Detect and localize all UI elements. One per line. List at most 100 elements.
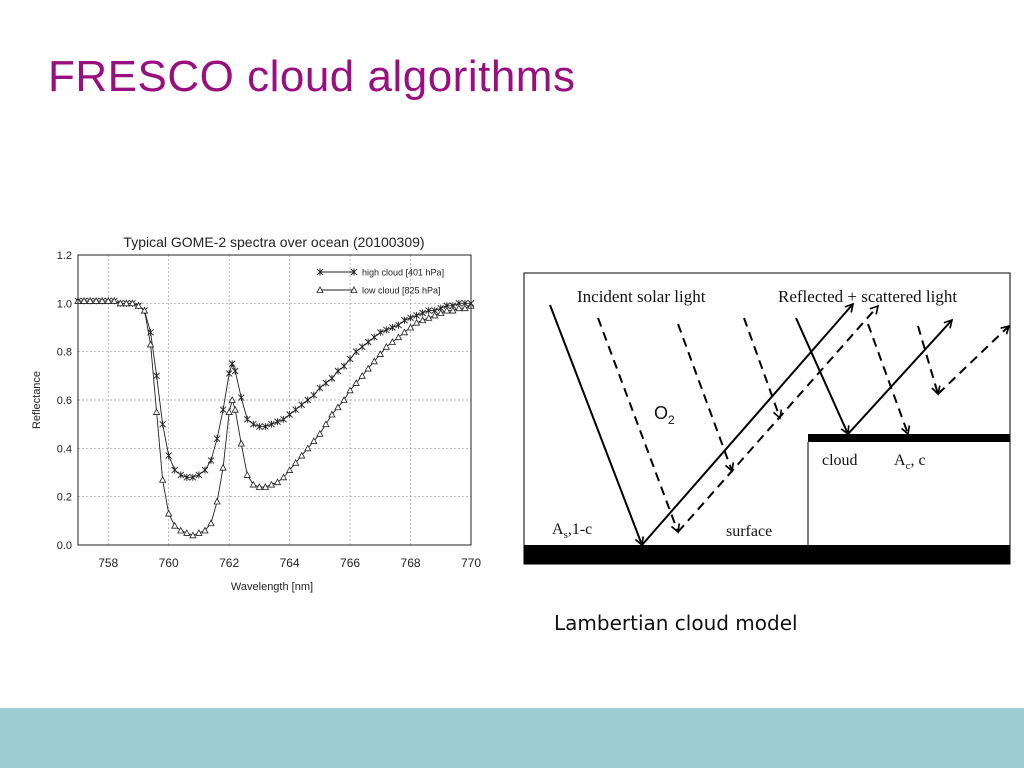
data-point	[425, 313, 433, 321]
data-point	[171, 466, 179, 474]
data-point	[449, 306, 457, 314]
scattered-ray-6	[917, 325, 938, 394]
reflected-ray-cloud	[847, 320, 952, 435]
data-point	[267, 480, 276, 488]
data-point	[316, 429, 324, 437]
cloud-albedo-tail: , c	[910, 452, 925, 469]
data-point	[243, 415, 251, 423]
data-point	[262, 423, 269, 431]
cloud-albedo-main: A	[894, 452, 906, 469]
data-point	[177, 526, 185, 534]
data-point	[340, 362, 348, 370]
data-point	[370, 333, 378, 341]
data-point	[389, 324, 396, 331]
chart-legend: high cloud [401 hPa] low cloud [825 hPa]	[316, 268, 444, 296]
data-point	[249, 480, 258, 488]
data-point	[274, 418, 281, 426]
data-point	[268, 420, 275, 428]
chart-series	[74, 297, 475, 539]
data-point	[231, 367, 239, 375]
scattered-ray-3	[677, 323, 732, 471]
data-point	[256, 423, 263, 431]
data-point	[183, 529, 191, 536]
legend-marker	[350, 286, 358, 293]
y-tick-label: 0.6	[57, 395, 72, 407]
x-tick-label: 768	[401, 556, 421, 570]
data-point	[159, 420, 166, 428]
data-point	[340, 396, 348, 403]
chart-title: Typical GOME-2 spectra over ocean (20100…	[123, 234, 424, 250]
data-point	[364, 364, 372, 372]
data-point	[376, 328, 384, 336]
data-point	[395, 321, 402, 329]
data-point	[134, 301, 143, 309]
incident-ray-cloud	[795, 317, 848, 434]
o2-main: O	[654, 403, 668, 423]
data-point	[98, 297, 106, 304]
lambertian-cloud-diagram: Incident solar light Reflected + scatter…	[523, 272, 1011, 565]
cloud-label: cloud	[822, 452, 858, 469]
solid-rays	[549, 304, 952, 545]
data-point	[346, 386, 354, 394]
reflected-light-label: Reflected + scattered light	[778, 287, 957, 306]
data-point	[298, 451, 306, 459]
legend-label: low cloud [825 hPa]	[362, 286, 441, 296]
data-point	[201, 526, 209, 534]
scattered-ray-7	[937, 326, 1009, 395]
data-point	[237, 439, 245, 447]
data-point	[310, 437, 318, 444]
scattered-ray-4	[743, 317, 780, 418]
data-point	[406, 323, 415, 331]
data-point	[261, 483, 270, 490]
data-point	[86, 297, 94, 304]
x-tick-label: 770	[461, 556, 481, 570]
data-point	[412, 318, 421, 326]
x-tick-label: 764	[280, 556, 300, 570]
data-point	[207, 456, 215, 464]
y-tick-label: 1.0	[57, 298, 72, 310]
surface-albedo-label: As,1-c	[552, 521, 592, 541]
data-point	[400, 328, 409, 336]
data-point	[250, 420, 257, 428]
data-point	[171, 521, 179, 529]
data-point	[437, 309, 445, 316]
x-tick-label: 760	[159, 556, 179, 570]
data-point	[328, 410, 336, 418]
series-low-cloud	[74, 297, 475, 539]
data-point	[352, 379, 360, 386]
y-axis-label: Reflectance	[31, 371, 43, 429]
plot-frame	[77, 254, 472, 546]
scattered-ray-1	[597, 317, 678, 532]
data-point	[183, 473, 191, 481]
data-point	[219, 463, 227, 471]
data-point	[352, 348, 360, 356]
data-point	[228, 396, 236, 403]
data-point	[358, 343, 366, 351]
x-axis-label: Wavelength [nm]	[231, 581, 313, 593]
data-point	[195, 529, 203, 536]
data-point	[425, 307, 432, 315]
legend-marker	[316, 268, 324, 276]
o2-label: O2	[654, 403, 675, 427]
data-point	[358, 371, 366, 379]
surface-albedo-subscript: s	[564, 529, 568, 541]
data-point	[286, 411, 293, 418]
surface-albedo-tail: ,1-c	[568, 521, 592, 538]
chart-grid	[78, 254, 472, 546]
data-point	[110, 297, 118, 304]
data-point	[177, 471, 185, 479]
data-point	[231, 405, 239, 413]
data-point	[322, 420, 330, 428]
data-point	[225, 369, 233, 377]
data-point	[213, 435, 221, 443]
data-point	[213, 497, 221, 505]
data-point	[370, 357, 378, 365]
surface-albedo-main: A	[552, 521, 564, 538]
x-tick-label: 758	[98, 556, 118, 570]
data-point	[418, 316, 427, 324]
data-point	[334, 403, 342, 411]
data-point	[364, 338, 372, 346]
chart-ticks: 758 760 762 764 766 768 770 0.0 0.2 0.4 0.6 0.8 1.0 1…	[57, 250, 482, 570]
data-point	[407, 314, 414, 322]
data-point	[146, 340, 155, 348]
